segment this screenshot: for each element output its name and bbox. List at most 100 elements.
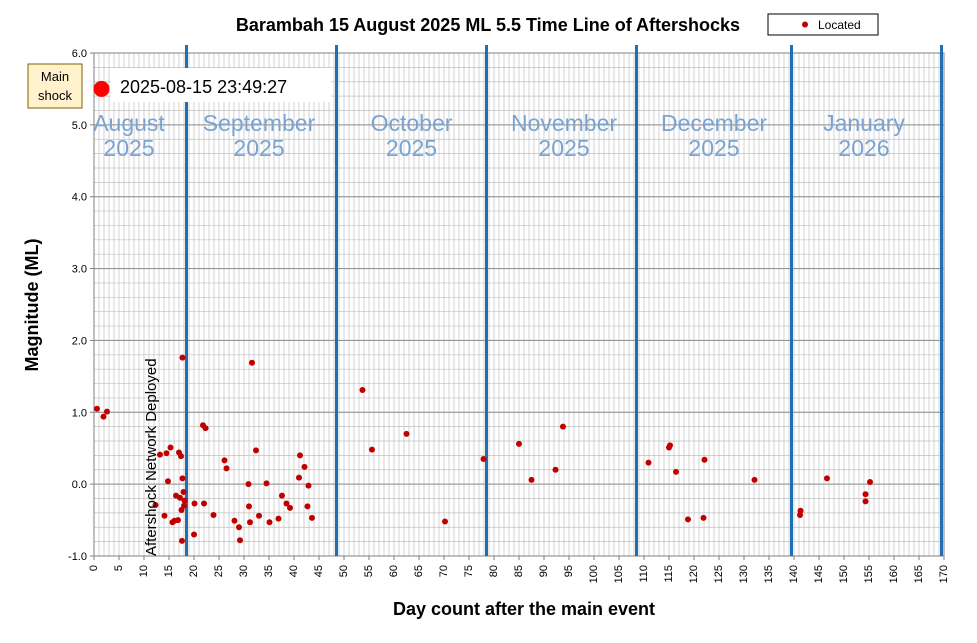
data-point (403, 430, 410, 437)
x-tick-label: 105 (613, 565, 625, 583)
x-tick-label: 120 (688, 565, 700, 583)
data-point (191, 531, 197, 538)
data-point (161, 512, 168, 519)
data-point (296, 474, 302, 481)
data-point (177, 494, 183, 501)
data-point (673, 468, 679, 475)
month-label-name: November (511, 110, 617, 136)
data-point (359, 387, 366, 394)
mainshock-label-line1: Main (41, 69, 69, 84)
data-point (297, 452, 303, 459)
x-tick-label: 45 (313, 565, 325, 577)
data-point (283, 500, 290, 507)
y-tick-label: -1.0 (68, 551, 87, 563)
x-tick-label: 140 (788, 565, 800, 583)
x-tick-label: 70 (438, 565, 450, 577)
data-point (266, 519, 273, 526)
legend: Located (767, 13, 879, 36)
data-point (100, 413, 107, 420)
data-point (179, 354, 186, 361)
x-tick-label: 65 (413, 565, 425, 577)
x-tick-label: 35 (263, 565, 275, 577)
data-point (152, 501, 159, 508)
x-tick-label: 55 (363, 565, 375, 577)
mainshock-label-line2: shock (38, 88, 72, 103)
legend-marker (802, 21, 808, 28)
x-tick-label: 145 (813, 565, 825, 583)
x-tick-label: 90 (538, 565, 550, 577)
data-point (287, 504, 293, 511)
mainshock-label-box (27, 63, 83, 109)
point-layer (93, 80, 873, 544)
data-point (179, 475, 186, 482)
data-point (867, 478, 873, 485)
y-tick-label: 2.0 (72, 335, 87, 347)
month-layer: August2025September2025October2025Novemb… (93, 45, 943, 556)
x-tick-label: 110 (638, 565, 650, 583)
x-tick-label: 125 (713, 565, 725, 583)
data-point (237, 537, 243, 544)
mainshock-time: 2025-08-15 23:49:27 (120, 77, 287, 97)
month-label-name: September (203, 110, 316, 136)
y-tick-label: 3.0 (72, 264, 87, 276)
data-point (175, 517, 181, 524)
data-point (163, 450, 170, 457)
data-point (201, 500, 207, 507)
data-point (236, 524, 242, 531)
y-tick-label: 0.0 (72, 479, 87, 491)
data-point (181, 502, 187, 509)
data-point (94, 405, 100, 412)
data-point (685, 516, 691, 523)
y-axis-label: Magnitude (ML) (22, 239, 42, 372)
x-tick-label: 100 (588, 565, 600, 583)
x-tick-label: 155 (863, 565, 875, 583)
data-point (249, 359, 255, 366)
y-tick-label: 1.0 (72, 407, 87, 419)
data-point (221, 457, 228, 464)
data-point (528, 476, 535, 483)
x-axis-label: Day count after the main event (393, 599, 655, 619)
data-point (179, 537, 185, 544)
data-point (701, 456, 708, 463)
x-tick-label: 115 (663, 565, 675, 583)
month-label-year: 2025 (103, 135, 154, 161)
month-label-year: 2025 (386, 135, 437, 161)
data-point (700, 514, 707, 521)
data-point (442, 518, 448, 525)
data-point (862, 491, 869, 498)
x-tick-label: 135 (763, 565, 775, 583)
mainshock-callout: Main shock 2025-08-15 23:49:27 (27, 63, 331, 109)
network-deployed-note: Aftershock Network Deployed (143, 358, 160, 556)
data-point (305, 482, 312, 489)
x-tick-label: 165 (913, 565, 925, 583)
mainshock-time-box (111, 68, 331, 102)
data-point (480, 455, 487, 462)
data-point (181, 497, 188, 504)
data-point (751, 476, 758, 483)
data-point (862, 498, 869, 505)
data-point (552, 466, 559, 473)
month-label-name: January (823, 110, 905, 136)
month-label-name: August (93, 110, 165, 136)
data-point (309, 514, 315, 521)
data-point (180, 489, 187, 496)
x-tick-label: 5 (113, 565, 125, 571)
data-point (178, 453, 184, 460)
x-tick-label: 75 (463, 565, 475, 577)
y-tick-label: 5.0 (72, 120, 87, 132)
x-tick-label: 10 (138, 565, 150, 577)
data-point (301, 463, 308, 470)
data-point (516, 440, 522, 447)
x-tick-label: 150 (838, 565, 850, 583)
x-tick-label: 160 (888, 565, 900, 583)
data-point (104, 408, 110, 415)
data-point (202, 425, 209, 432)
month-label-name: October (371, 110, 453, 136)
data-point (223, 465, 230, 472)
legend-label: Located (818, 18, 861, 32)
data-point (167, 444, 174, 451)
x-tick-label: 30 (238, 565, 250, 577)
x-tick-label: 20 (188, 565, 200, 577)
axis-layer: 0 5 10 15 20 25 30 35 40 45 50 55 60 65 70 75 80 85 90 95 10… (68, 48, 950, 583)
data-point (157, 451, 163, 458)
